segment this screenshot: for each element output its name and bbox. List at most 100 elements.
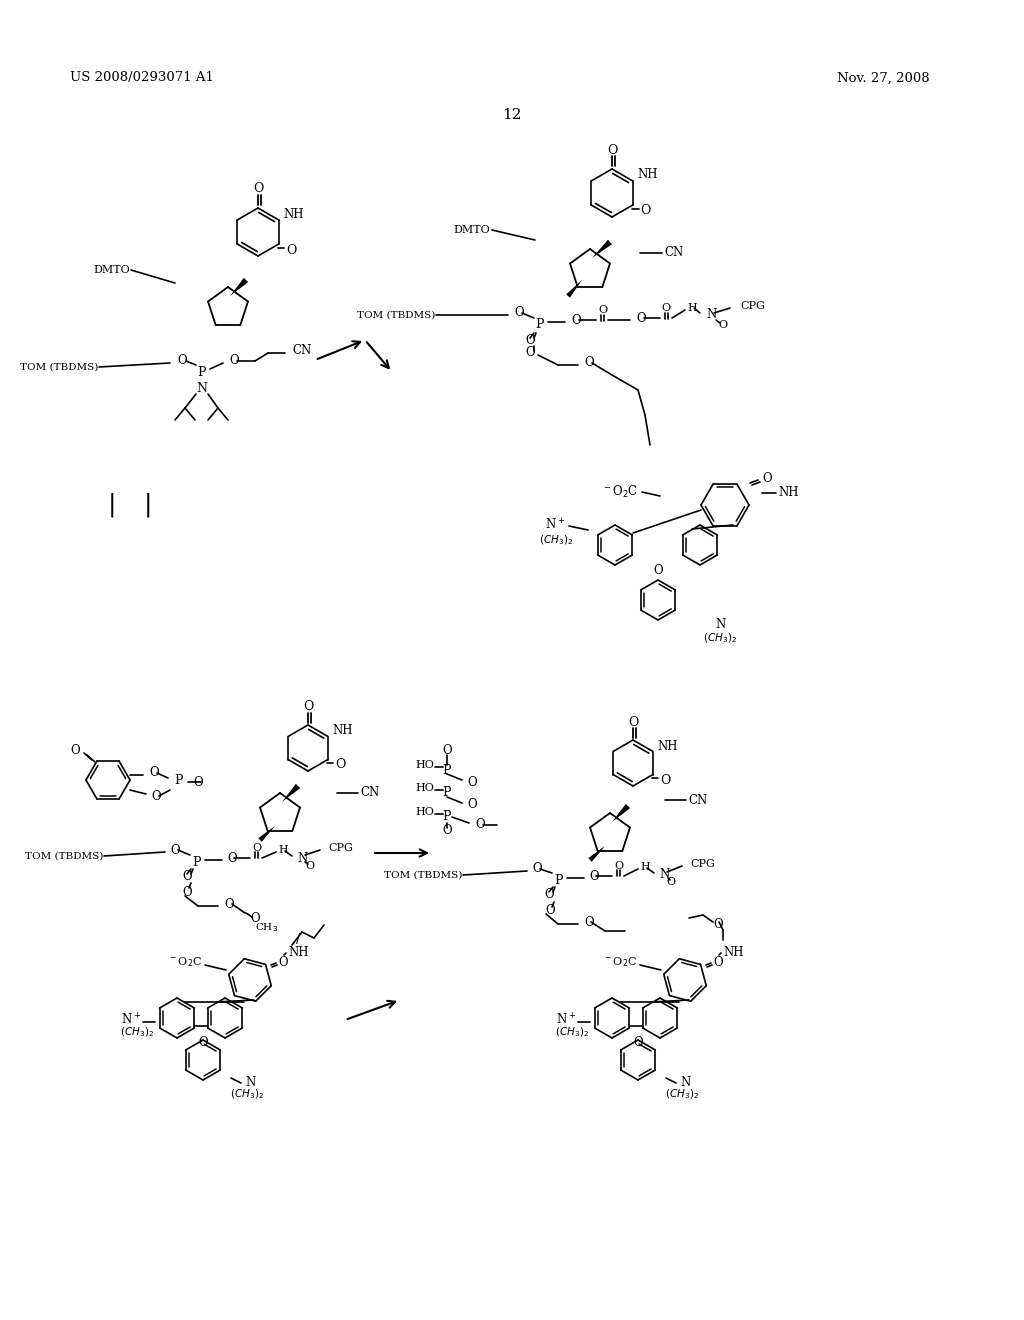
Text: O: O [193,776,203,788]
Text: H: H [687,304,696,313]
Text: O: O [660,774,671,787]
Text: P: P [536,318,544,330]
Text: N$^+$: N$^+$ [121,1012,141,1028]
Text: O: O [229,355,239,367]
Text: TOM (TBDMS): TOM (TBDMS) [25,851,103,861]
Text: O: O [182,886,191,899]
Text: CN: CN [664,247,683,260]
Text: $(CH_3)_2$: $(CH_3)_2$ [703,631,737,644]
Text: Nov. 27, 2008: Nov. 27, 2008 [838,71,930,84]
Text: DMTO: DMTO [93,265,130,275]
Text: N: N [715,619,725,631]
Text: H: H [278,845,288,855]
Text: $(CH_3)_2$: $(CH_3)_2$ [539,533,573,546]
Text: P: P [555,874,563,887]
Text: O: O [532,862,542,875]
Text: O: O [653,564,663,577]
Text: O: O [525,334,535,346]
Text: NH: NH [332,725,352,738]
Text: H: H [640,862,650,873]
Text: O: O [286,243,296,256]
Polygon shape [589,846,605,862]
Text: O: O [640,205,650,218]
Text: NH: NH [723,945,743,958]
Text: CH$_3$: CH$_3$ [255,921,279,935]
Text: O: O [182,870,191,883]
Text: O: O [227,851,237,865]
Text: /: / [296,933,300,946]
Polygon shape [230,279,248,296]
Text: O: O [224,898,233,911]
Text: O: O [250,912,260,924]
Text: O: O [662,304,671,313]
Text: O: O [514,306,523,319]
Text: NH: NH [283,207,303,220]
Text: CPG: CPG [328,843,353,853]
Text: O: O [442,743,452,756]
Text: O: O [253,182,263,195]
Text: O: O [762,471,772,484]
Text: O: O [713,919,723,932]
Text: P: P [442,810,452,824]
Text: O: O [719,319,728,330]
Text: CN: CN [292,343,311,356]
Text: O: O [713,956,723,969]
Text: O: O [667,876,676,887]
Text: N: N [197,381,208,395]
Text: O: O [335,759,345,771]
Text: $(CH_3)_2$: $(CH_3)_2$ [555,1026,589,1039]
Text: P: P [442,787,452,800]
Text: O: O [584,356,594,370]
Text: DMTO: DMTO [454,224,490,235]
Text: O: O [442,824,452,837]
Text: |: | [143,492,153,517]
Text: N: N [245,1076,255,1089]
Text: O: O [525,346,535,359]
Text: O: O [253,843,261,853]
Polygon shape [592,240,612,257]
Text: O: O [278,956,288,969]
Text: O: O [589,870,599,883]
Text: O: O [628,715,638,729]
Text: |: | [108,492,117,517]
Text: TOM (TBDMS): TOM (TBDMS) [356,310,435,319]
Text: O: O [584,916,594,928]
Text: P: P [442,763,452,776]
Text: O: O [467,776,476,788]
Text: NH: NH [288,945,308,958]
Text: O: O [151,789,161,803]
Text: HO: HO [415,783,434,793]
Text: HO: HO [415,807,434,817]
Text: O: O [177,355,186,367]
Text: O: O [467,799,476,812]
Text: N: N [659,869,670,882]
Text: O: O [475,818,484,832]
Text: $^-$O$_2$C: $^-$O$_2$C [168,956,202,969]
Text: TOM (TBDMS): TOM (TBDMS) [384,870,462,879]
Text: P: P [198,366,206,379]
Text: O: O [633,1035,643,1048]
Polygon shape [566,280,582,297]
Text: CPG: CPG [740,301,765,312]
Text: O: O [303,701,313,714]
Text: $(CH_3)_2$: $(CH_3)_2$ [230,1088,264,1101]
Text: 12: 12 [502,108,522,121]
Text: O: O [71,743,80,756]
Text: N$^+$: N$^+$ [545,517,565,533]
Text: CN: CN [688,793,708,807]
Text: O: O [636,312,645,325]
Text: HO: HO [415,760,434,770]
Text: N: N [680,1076,690,1089]
Text: O: O [598,305,607,315]
Text: O: O [544,887,554,900]
Text: O: O [170,843,179,857]
Text: O: O [571,314,581,326]
Text: NH: NH [637,169,657,181]
Text: O: O [614,861,624,871]
Polygon shape [258,826,275,842]
Text: P: P [193,855,202,869]
Text: CN: CN [360,787,379,800]
Text: $(CH_3)_2$: $(CH_3)_2$ [665,1088,699,1101]
Polygon shape [612,804,630,822]
Text: N$^+$: N$^+$ [556,1012,575,1028]
